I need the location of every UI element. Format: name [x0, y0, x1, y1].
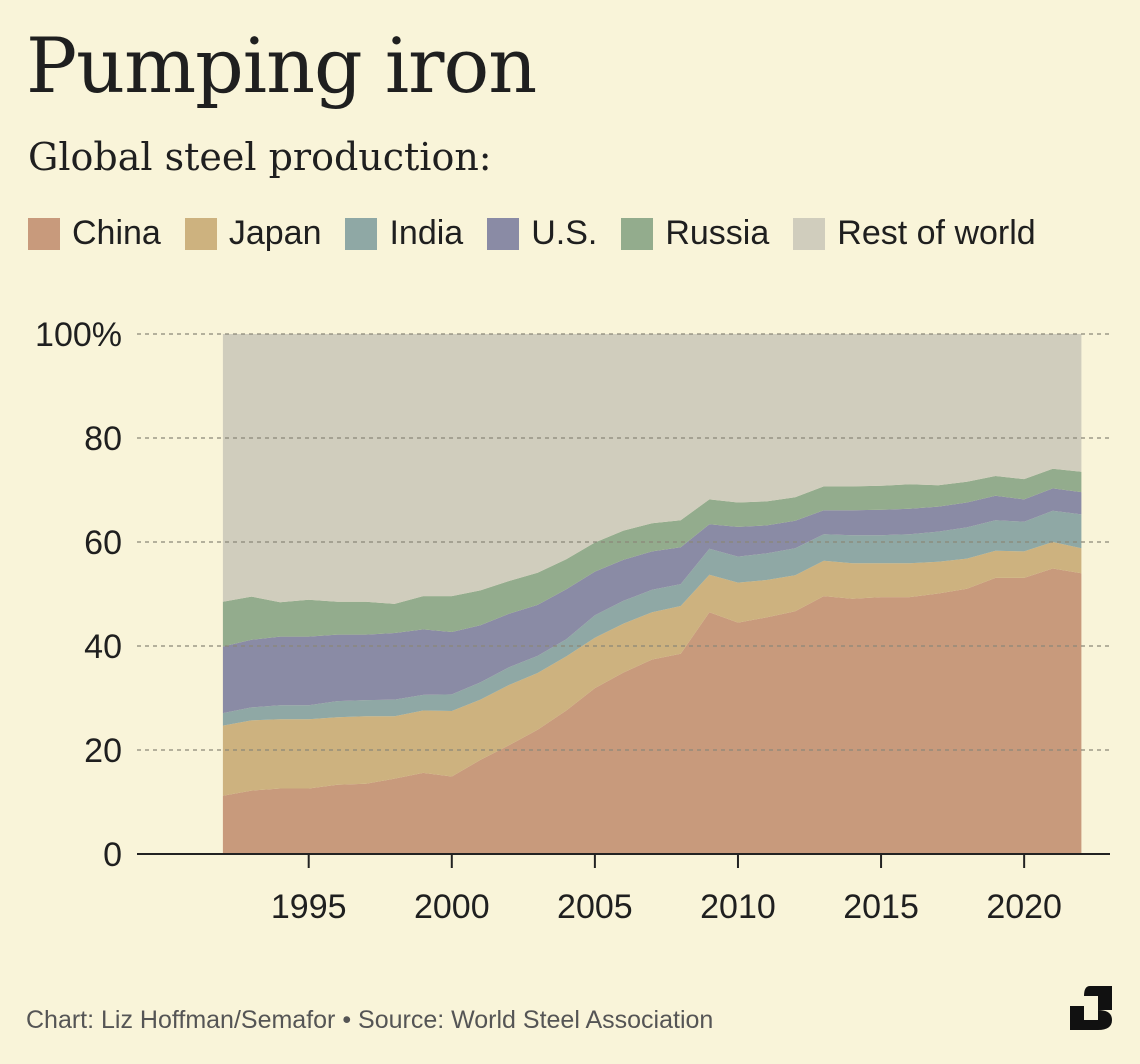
legend-item: U.S. [487, 214, 597, 253]
area-series-russia [222, 468, 1082, 647]
chart-subtitle: Global steel production: [28, 135, 492, 179]
stacked-area-chart: 0 20 40 60 80 100% 1995 2000 2005 2010 2015 2020 [35, 316, 1110, 926]
y-tick-label: 100% [35, 316, 122, 354]
legend-item: Rest of world [793, 214, 1036, 253]
legend-swatch [793, 217, 826, 250]
source-credit: Chart: Liz Hoffman/Semafor • Source: Wor… [26, 1006, 714, 1034]
legend-label: U.S. [531, 214, 598, 252]
legend-label: Japan [228, 214, 322, 252]
legend-item: Japan [184, 214, 322, 253]
y-tick-label: 40 [84, 628, 122, 666]
legend-item: India [345, 214, 463, 253]
y-tick-label: 20 [84, 732, 122, 770]
legend-swatch [345, 217, 378, 250]
legend-label: China [72, 214, 161, 252]
y-tick-label: 0 [103, 836, 122, 874]
x-tick-label: 2005 [557, 888, 633, 926]
area-series-rest-of-world [222, 334, 1082, 604]
x-tick-label: 2000 [414, 888, 490, 926]
area-series-china [222, 568, 1082, 854]
x-tick-label: 2020 [986, 888, 1062, 926]
y-tick-label: 80 [84, 420, 122, 458]
legend-item: China [28, 214, 161, 253]
area-series-japan [222, 542, 1082, 796]
legend-swatch [184, 217, 217, 250]
legend-swatch [621, 217, 654, 250]
legend-label: India [389, 214, 464, 252]
y-tick-label: 60 [84, 524, 122, 562]
legend-swatch [487, 217, 520, 250]
area-series-u-s [222, 488, 1082, 714]
x-tick-label: 1995 [271, 888, 347, 926]
legend-label: Rest of world [837, 214, 1036, 252]
legend-item: Russia [621, 214, 769, 253]
legend-swatch [28, 217, 60, 250]
legend-label: Russia [665, 214, 770, 252]
legend: China Japan India U.S. Russia Rest of world [28, 214, 1060, 253]
area-series-india [222, 510, 1082, 726]
chart-title: Pumping iron [26, 21, 537, 110]
x-tick-label: 2015 [843, 888, 919, 926]
semafor-s-logo-icon [1070, 986, 1112, 1030]
x-tick-label: 2010 [700, 888, 776, 926]
